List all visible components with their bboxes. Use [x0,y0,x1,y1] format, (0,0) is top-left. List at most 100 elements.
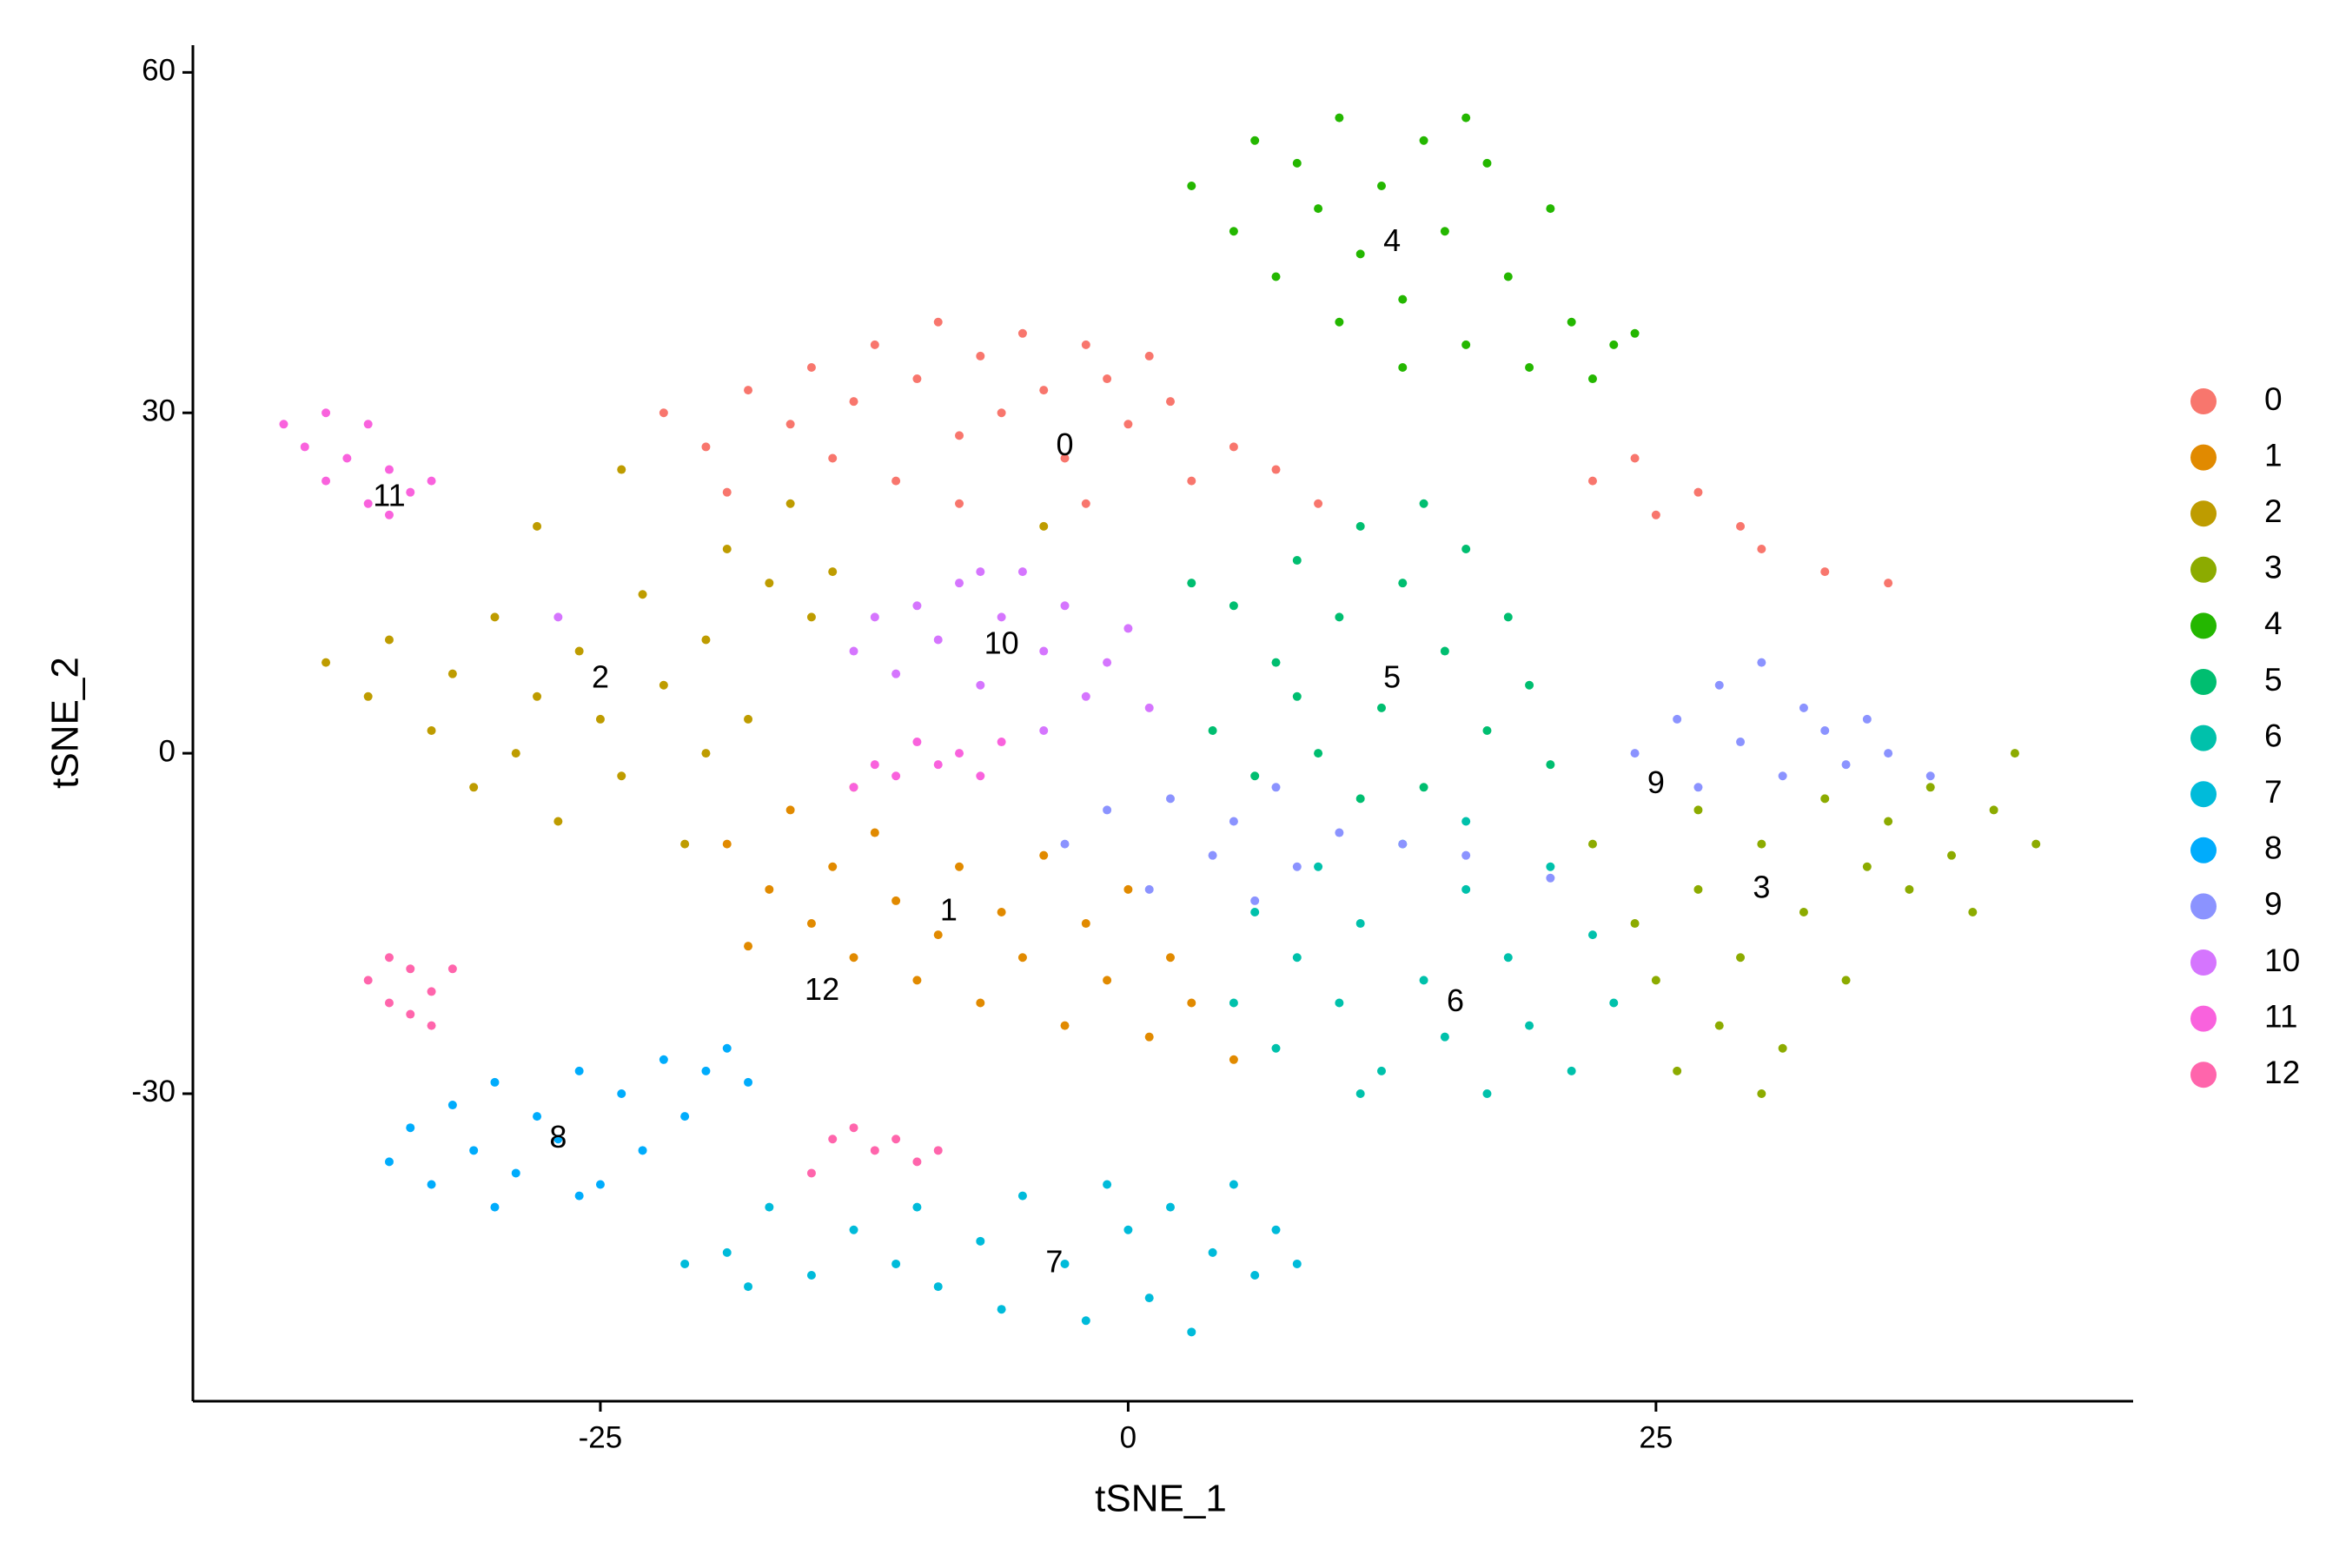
legend-swatch [2190,556,2217,583]
point [765,1202,774,1212]
point [1736,953,1746,963]
point [659,1055,668,1064]
legend-label: 5 [2264,662,2283,698]
point [1841,976,1851,985]
point [1271,1225,1281,1234]
point [1884,817,1893,826]
legend-swatch [2190,1062,2217,1088]
cluster-label: 0 [1056,427,1073,462]
point [933,1282,943,1292]
point [1144,884,1154,894]
point [976,351,985,361]
point [1271,465,1281,474]
point [1736,738,1746,747]
point [427,1180,436,1189]
point [1123,420,1133,429]
point [469,1146,479,1155]
point [1208,1247,1217,1257]
cluster-label: 4 [1383,222,1401,258]
point [1862,714,1872,724]
point [447,964,457,974]
point [300,442,309,452]
point [1187,1327,1196,1337]
point [1292,556,1302,566]
y-tick-label: -30 [131,1075,176,1108]
point [1757,1088,1766,1098]
point [1187,998,1196,1008]
point [955,499,964,508]
point [533,521,542,531]
point [1947,850,1957,860]
point [1250,136,1260,145]
point [785,420,795,429]
point [933,635,943,645]
point [1884,749,1893,758]
legend-label: 8 [2264,830,2283,866]
point [1693,487,1703,497]
point [870,828,879,837]
point [363,691,373,701]
legend-swatch [2190,1005,2217,1032]
point [1144,1032,1154,1042]
point [1482,725,1492,735]
point [279,420,288,429]
point [1166,1202,1176,1212]
point [955,579,964,588]
point [1398,579,1408,588]
point [1778,1043,1787,1053]
point [1461,884,1471,894]
point [574,1066,584,1075]
point [1376,181,1386,190]
cluster-label: 9 [1647,764,1665,800]
point [849,1123,858,1133]
point [1292,158,1302,168]
point [997,408,1006,418]
legend-label: 6 [2264,718,2283,753]
point [1546,862,1555,871]
point [1081,340,1090,349]
point [1039,725,1049,735]
point [638,1146,647,1155]
point [1736,521,1746,531]
point [638,590,647,599]
point [659,408,668,418]
point [574,1191,584,1201]
point [849,397,858,407]
point [891,1259,901,1268]
point [1630,749,1640,758]
point [806,919,816,929]
point [1461,544,1471,553]
point [1335,998,1344,1008]
legend-label: 1 [2264,437,2283,473]
point [744,714,753,724]
point [1229,227,1238,236]
point [1039,646,1049,656]
legend-swatch [2190,388,2217,414]
cluster-label: 7 [1045,1243,1063,1279]
point [384,510,394,519]
point [1314,862,1323,871]
point [1757,544,1766,553]
point [806,1168,816,1178]
point [765,579,774,588]
point [553,1135,563,1144]
point [1376,1066,1386,1075]
point [1144,351,1154,361]
legend-swatch [2190,781,2217,808]
point [1630,453,1640,463]
point [1989,805,1998,815]
point [321,658,331,667]
point [849,1225,858,1234]
point [1017,328,1027,338]
legend-swatch [2190,837,2217,863]
point [1693,805,1703,815]
point [1250,1271,1260,1280]
cluster-label: 12 [805,971,839,1007]
point [427,725,436,735]
point [1144,1293,1154,1303]
point [1651,510,1660,519]
legend-label: 11 [2264,998,2297,1034]
point [701,635,711,645]
point [1314,749,1323,758]
point [1757,658,1766,667]
